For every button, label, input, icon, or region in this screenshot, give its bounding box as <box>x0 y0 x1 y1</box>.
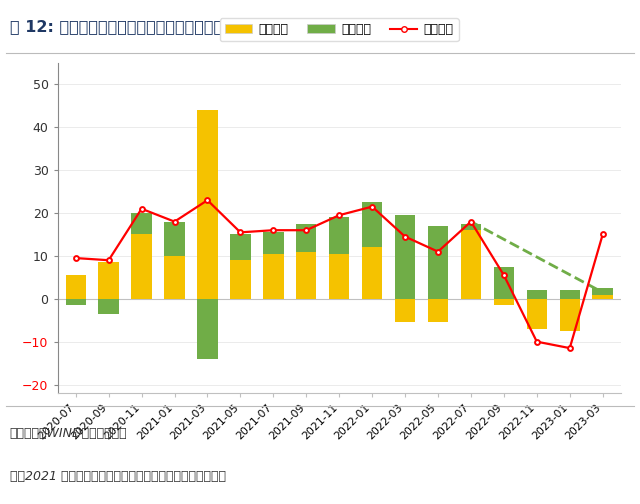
Bar <box>362 247 382 299</box>
Bar <box>99 263 119 299</box>
Bar <box>131 213 152 234</box>
Text: 注：2021 年为两年平均增速，价格增速根据金额和数量倒推: 注：2021 年为两年平均增速，价格增速根据金额和数量倒推 <box>10 470 226 483</box>
Bar <box>362 202 382 247</box>
Bar <box>428 226 448 299</box>
Bar <box>593 288 613 294</box>
Bar <box>593 294 613 299</box>
Bar <box>395 299 415 323</box>
Bar <box>65 275 86 299</box>
Bar <box>559 290 580 299</box>
Bar <box>329 217 349 254</box>
Bar <box>527 290 547 299</box>
Legend: 出口数量, 出口价格, 出口金额: 出口数量, 出口价格, 出口金额 <box>220 18 459 41</box>
Bar <box>197 299 218 359</box>
Bar <box>197 110 218 299</box>
Bar <box>395 215 415 299</box>
Bar <box>164 256 185 299</box>
Bar <box>99 299 119 314</box>
Bar <box>230 260 251 299</box>
Bar <box>296 224 316 251</box>
Bar <box>263 254 284 299</box>
Text: 资料来源：WIND，财信研究院: 资料来源：WIND，财信研究院 <box>10 427 127 439</box>
Bar <box>164 222 185 256</box>
Bar <box>527 299 547 329</box>
Bar <box>230 234 251 260</box>
Bar <box>493 267 514 299</box>
Bar <box>461 230 481 299</box>
Text: 图 12: 出口数量和出口价格对出口增速的拉动作用（%）: 图 12: 出口数量和出口价格对出口增速的拉动作用（%） <box>10 19 277 34</box>
Bar <box>296 251 316 299</box>
Bar <box>428 299 448 323</box>
Bar <box>131 234 152 299</box>
Bar <box>65 299 86 305</box>
Bar <box>329 254 349 299</box>
Bar <box>493 299 514 305</box>
Bar <box>559 299 580 331</box>
Bar <box>461 224 481 230</box>
Bar <box>263 232 284 254</box>
